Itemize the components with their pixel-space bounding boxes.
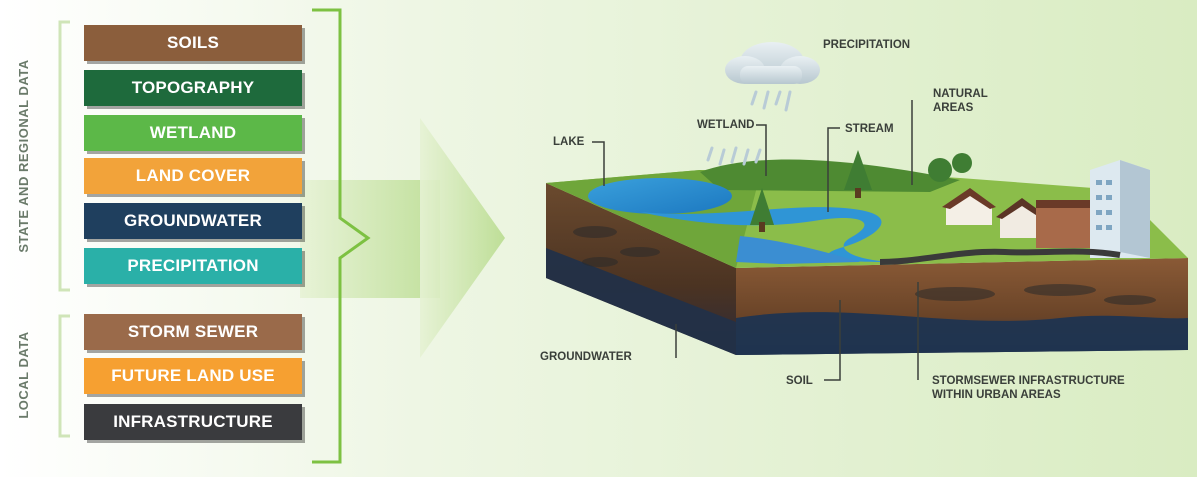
layer-label: SOILS [166,33,219,52]
label-stream: STREAM [845,123,894,135]
layer-label: WETLAND [149,123,237,142]
layer-land-cover: LAND COVER [84,158,302,194]
flow-arrow [300,118,505,358]
label-precipitation: PRECIPITATION [823,39,911,51]
label-natural-areas: NATURAL AREAS [933,87,988,115]
layer-infrastructure: INFRASTRUCTURE [84,404,302,440]
terrain-block [546,150,1188,355]
layer-soils: SOILS [84,25,302,61]
label-wetland: WETLAND [697,119,755,131]
left-brackets [58,20,70,438]
leader-lines [592,100,919,381]
label-groundwater: GROUNDWATER [540,351,632,363]
label-stormsewer: STORMSEWER INFRASTRUCTURE WITHIN URBAN A… [932,374,1125,402]
label-natural-areas-line1: NATURAL [933,88,988,100]
layer-label: GROUNDWATER [124,211,262,230]
label-stormsewer-line1: STORMSEWER INFRASTRUCTURE [932,375,1125,387]
rain-cloud [706,42,820,166]
layer-label: TOPOGRAPHY [131,78,255,97]
state-regional-data-label: STATE AND REGIONAL DATA [16,59,31,253]
layer-precipitation: PRECIPITATION [84,248,302,284]
label-stormsewer-line2: WITHIN URBAN AREAS [932,389,1061,401]
layer-future-land-use: FUTURE LAND USE [84,358,302,394]
layer-label: INFRASTRUCTURE [113,412,273,431]
layer-label: FUTURE LAND USE [111,366,275,385]
layer-label: LAND COVER [135,166,251,185]
layer-label: STORM SEWER [127,322,259,341]
label-lake: LAKE [553,136,585,148]
local-data-label: LOCAL DATA [16,331,31,419]
layer-topography: TOPOGRAPHY [84,70,302,106]
layer-wetland: WETLAND [84,115,302,151]
label-soil: SOIL [786,375,813,387]
label-natural-areas-line2: AREAS [933,102,974,114]
layer-storm-sewer: STORM SEWER [84,314,302,350]
right-bracket [312,8,371,464]
layer-groundwater: GROUNDWATER [84,203,302,239]
layer-label: PRECIPITATION [127,256,259,275]
